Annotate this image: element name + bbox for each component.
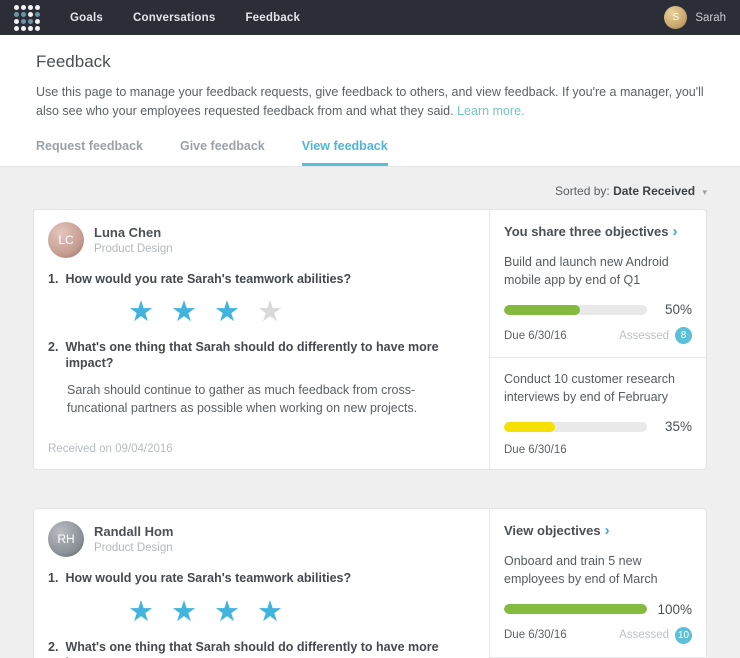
star-rating: ★ ★ ★ ★ xyxy=(128,595,475,628)
feedback-author: LC Luna Chen Product Design xyxy=(48,221,475,258)
question-number: 1. xyxy=(48,571,59,586)
content-area: Sorted by: Date Received ▾ LC Luna Chen … xyxy=(0,167,740,658)
feedback-answers-panel: LC Luna Chen Product Design 1. How would… xyxy=(34,210,489,470)
progress-bar-fill xyxy=(504,421,556,432)
tab-bar: Request feedback Give feedback View feed… xyxy=(0,121,740,167)
assessed-label: Assessed xyxy=(619,629,669,641)
question-2: 2. What's one thing that Sarah should do… xyxy=(48,339,475,372)
question-1: 1. How would you rate Sarah's teamwork a… xyxy=(48,271,475,287)
nav-item-feedback[interactable]: Feedback xyxy=(245,11,301,24)
feedback-author: RH Randall Hom Product Design xyxy=(48,521,475,558)
objectives-heading-text: View objectives xyxy=(504,523,601,539)
feedback-card-randall: RH Randall Hom Product Design 1. How wou… xyxy=(33,508,707,658)
tab-view-feedback[interactable]: View feedback xyxy=(301,139,388,166)
progress-bar-fill xyxy=(504,304,580,315)
due-date: Due 6/30/16 xyxy=(504,629,567,641)
feedback-card-luna: LC Luna Chen Product Design 1. How would… xyxy=(33,208,707,471)
chevron-right-icon: › xyxy=(672,222,678,240)
star-icon: ★ xyxy=(128,296,154,328)
objectives-panel: You share three objectives › Build and la… xyxy=(489,209,706,470)
author-role: Product Design xyxy=(94,542,173,555)
star-icon: ★ xyxy=(171,595,197,628)
objective-item: Onboard and train 5 new employees by end… xyxy=(490,540,706,656)
page-header: Feedback Use this page to manage your fe… xyxy=(0,35,740,122)
progress-bar xyxy=(504,304,647,315)
objectives-panel: View objectives › Onboard and train 5 new… xyxy=(489,509,706,658)
avatar: RH xyxy=(48,521,84,558)
progress-percent: 35% xyxy=(664,419,692,435)
page-description-text: Use this page to manage your feedback re… xyxy=(36,85,704,119)
user-name: Sarah xyxy=(695,11,726,24)
question-text: What's one thing that Sarah should do di… xyxy=(65,340,439,371)
question-text: How would you rate Sarah's teamwork abil… xyxy=(65,571,352,586)
objective-title: Build and launch new Android mobile app … xyxy=(504,254,669,287)
answer-text: Sarah should continue to gather as much … xyxy=(67,382,418,416)
author-name: Luna Chen xyxy=(94,224,162,240)
feedback-answers-panel: RH Randall Hom Product Design 1. How wou… xyxy=(34,509,489,658)
user-avatar: S xyxy=(664,6,688,29)
dots-grid-logo-icon[interactable] xyxy=(14,4,40,31)
user-menu[interactable]: S Sarah xyxy=(664,6,726,29)
question-text: What's one thing that Sarah should do di… xyxy=(65,639,439,658)
assessed-label: Assessed xyxy=(619,329,669,342)
objectives-heading-text: You share three objectives xyxy=(504,223,669,239)
received-date: Received on 09/04/2016 xyxy=(48,443,173,456)
question-number: 2. xyxy=(48,340,59,354)
page-title: Feedback xyxy=(36,52,111,71)
objective-title: Conduct 10 customer research interviews … xyxy=(504,372,675,405)
progress-bar xyxy=(504,421,647,432)
assessed-count-badge: 10 xyxy=(675,626,692,644)
learn-more-link[interactable]: Learn more. xyxy=(457,104,525,119)
star-icon: ★ xyxy=(257,595,283,628)
caret-down-icon: ▾ xyxy=(702,186,707,197)
sort-value: Date Received xyxy=(613,183,696,198)
progress-bar xyxy=(504,604,647,614)
question-2: 2. What's one thing that Sarah should do… xyxy=(48,639,475,658)
objectives-heading-link[interactable]: View objectives › xyxy=(490,509,706,540)
objective-item: Build and launch new Android mobile app … xyxy=(490,241,706,357)
objective-item: Create new marketing collateral for sale… xyxy=(490,656,706,658)
top-nav: Goals Conversations Feedback S Sarah xyxy=(0,0,740,35)
avatar: LC xyxy=(48,221,84,258)
progress-percent: 100% xyxy=(657,601,692,617)
sort-dropdown[interactable]: Sorted by: Date Received ▾ xyxy=(33,167,707,209)
objective-title: Onboard and train 5 new employees by end… xyxy=(504,554,658,587)
progress-percent: 50% xyxy=(664,302,692,317)
author-name: Randall Hom xyxy=(94,524,174,540)
page-description: Use this page to manage your feedback re… xyxy=(36,83,704,122)
star-icon: ★ xyxy=(214,296,240,328)
star-icon: ★ xyxy=(128,595,154,628)
star-icon: ★ xyxy=(257,296,283,328)
question-1: 1. How would you rate Sarah's teamwork a… xyxy=(48,570,475,586)
tab-give-feedback[interactable]: Give feedback xyxy=(179,138,265,153)
chevron-right-icon: › xyxy=(604,522,610,540)
due-date: Due 6/30/16 xyxy=(504,329,567,342)
objective-item: Conduct 10 customer research interviews … xyxy=(490,357,706,469)
nav-item-conversations[interactable]: Conversations xyxy=(132,11,216,24)
tab-request-feedback[interactable]: Request feedback xyxy=(36,138,143,153)
star-icon: ★ xyxy=(214,595,240,628)
author-role: Product Design xyxy=(94,242,173,255)
assessed-indicator: Assessed 8 xyxy=(619,327,692,344)
sort-label: Sorted by: xyxy=(555,183,610,198)
objectives-heading-link[interactable]: You share three objectives › xyxy=(490,210,706,241)
star-icon: ★ xyxy=(171,296,197,328)
question-number: 2. xyxy=(48,639,59,654)
nav-item-goals[interactable]: Goals xyxy=(70,11,103,24)
progress-bar-fill xyxy=(504,604,647,614)
assessed-indicator: Assessed 10 xyxy=(619,626,692,644)
question-text: How would you rate Sarah's teamwork abil… xyxy=(65,271,352,286)
due-date: Due 6/30/16 xyxy=(504,444,567,457)
question-number: 1. xyxy=(48,271,59,286)
assessed-count-badge: 8 xyxy=(675,327,692,344)
star-rating: ★ ★ ★ ★ xyxy=(128,298,475,327)
